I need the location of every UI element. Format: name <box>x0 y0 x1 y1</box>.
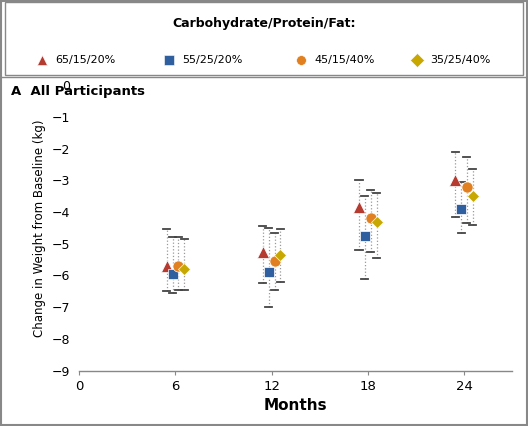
Text: 35/25/40%: 35/25/40% <box>430 55 491 65</box>
X-axis label: Months: Months <box>264 398 327 413</box>
FancyBboxPatch shape <box>5 2 523 75</box>
Text: 65/15/20%: 65/15/20% <box>55 55 116 65</box>
Text: 55/25/20%: 55/25/20% <box>182 55 242 65</box>
Y-axis label: Change in Weight from Baseline (kg): Change in Weight from Baseline (kg) <box>33 119 46 337</box>
Text: Carbohydrate/Protein/Fat:: Carbohydrate/Protein/Fat: <box>172 17 356 30</box>
Text: 45/15/40%: 45/15/40% <box>314 55 374 65</box>
Text: A  All Participants: A All Participants <box>11 85 145 98</box>
